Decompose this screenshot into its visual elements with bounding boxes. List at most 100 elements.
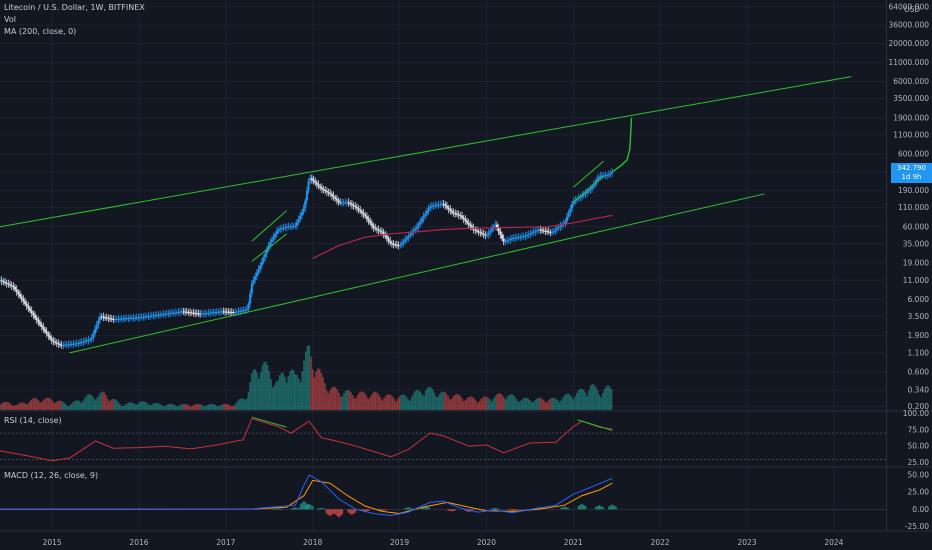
price-candle [392,243,395,245]
volume-bar [75,400,78,410]
price-candle [24,301,27,304]
price-candle [237,311,240,313]
volume-bar [181,404,184,410]
price-candle [155,314,158,316]
macd-histogram-bar [301,502,304,510]
price-candle [405,237,408,240]
volume-bar [0,403,3,410]
price-candle [259,265,262,270]
price-candle [5,282,8,284]
price-candle [15,289,18,292]
volume-bar [348,390,350,410]
price-candle [82,341,85,343]
volume-bar [225,403,227,410]
price-candle [27,306,30,309]
volume-bar [14,405,17,410]
time-axis-label: 2019 [390,538,409,547]
price-candle [70,343,73,345]
price-candle [462,217,465,220]
macd-histogram-bar [421,507,423,510]
price-candle [255,272,258,277]
volume-bar [2,402,5,410]
volume-bar [119,403,121,410]
volume-bar [33,397,36,410]
price-candle [546,231,549,233]
price-candle [377,229,380,231]
price-candle [289,226,292,228]
price-candle [139,317,142,319]
price-candle [142,316,145,318]
volume-bar [306,346,309,410]
macd-histogram-bar [304,506,307,510]
price-candle [7,283,10,285]
macd-histogram-bar [292,507,295,510]
volume-bar [407,399,410,410]
price-axis-label: 110.000 [898,203,929,212]
macd-legend[interactable]: MACD (12, 26, close, 9) [4,471,99,480]
macd-histogram-bar [428,507,430,510]
volume-legend[interactable]: Vol [4,15,16,24]
price-candle [109,318,112,320]
volume-bar [567,393,569,410]
macd-histogram-bar [377,509,380,511]
price-candle [102,316,105,318]
price-candle [100,316,103,318]
price-candle [347,202,350,204]
price-candle [90,337,93,340]
macd-histogram-bar [308,503,311,510]
macd-histogram-bar [539,507,542,510]
volume-bar [362,391,364,410]
price-candle [180,311,183,313]
macd-histogram-bar [352,509,355,514]
price-candle [144,316,147,318]
projection-line [611,117,633,173]
price-candle [134,317,137,319]
macd-histogram-bar [310,504,312,510]
price-candle [117,318,120,320]
price-candle [329,193,332,195]
price-candle [65,344,68,346]
trendline [572,175,605,203]
price-candle [487,232,490,236]
symbol-legend[interactable]: Litecoin / U.S. Dollar, 1W, BITFINEX [4,3,145,12]
ma-legend[interactable]: MA (200, close, 0) [4,27,77,36]
price-candle [435,204,438,206]
macd-histogram-bar [565,507,568,510]
volume-bar [395,401,397,410]
volume-bar [577,390,580,410]
price-candle [485,235,488,237]
price-candle [567,212,570,217]
volume-bar [231,406,234,410]
price-candle [522,236,525,238]
price-candle [402,241,405,244]
rsi-legend[interactable]: RSI (14, close) [4,416,62,425]
price-candle [260,261,263,266]
macd-histogram-bar [615,506,617,510]
price-candle [224,311,227,313]
ma200-line [312,214,613,259]
price-candle [94,329,97,334]
price-candle [469,224,472,227]
volume-bar [299,382,302,410]
price-candle [394,244,397,246]
volume-bar [132,403,135,410]
macd-histogram-bar [449,509,451,511]
trendline [251,233,287,262]
price-candle [452,212,455,214]
time-axis-label: 2021 [564,538,583,547]
volume-bar [79,401,81,410]
price-candle [345,202,348,204]
volume-bar [108,401,111,410]
price-candle [72,343,75,345]
volume-bar [223,403,225,410]
volume-bar [600,397,602,410]
volume-bar [65,404,67,410]
price-candle [604,175,607,177]
price-candle [152,315,155,317]
macd-histogram-bar [452,509,455,511]
volume-bar [523,397,526,410]
price-candle [10,285,13,287]
price-candle [372,225,375,228]
price-candle [512,237,515,239]
